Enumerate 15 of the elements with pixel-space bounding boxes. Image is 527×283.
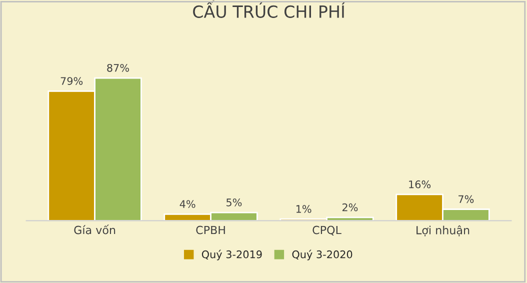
legend-label: Quý 3-2019 <box>202 250 262 260</box>
data-label: 5% <box>226 198 242 206</box>
data-label: 7% <box>458 195 474 204</box>
x-tick-label: CPBH <box>196 226 225 234</box>
data-label: 87% <box>107 64 129 72</box>
x-tick-label: CPQL <box>312 226 342 236</box>
x-tick-label: Gía vốn <box>74 224 116 234</box>
data-label: 1% <box>296 205 312 213</box>
data-label: 4% <box>180 200 196 208</box>
chart-title: CẤU TRÚC CHI PHÍ <box>193 0 345 18</box>
x-tick-label: Lợi nhuận <box>416 225 470 236</box>
legend-label: Quý 3-2020 <box>292 250 352 260</box>
data-label: 79% <box>60 77 83 85</box>
data-label: 16% <box>409 180 431 188</box>
data-label: 2% <box>342 203 358 212</box>
